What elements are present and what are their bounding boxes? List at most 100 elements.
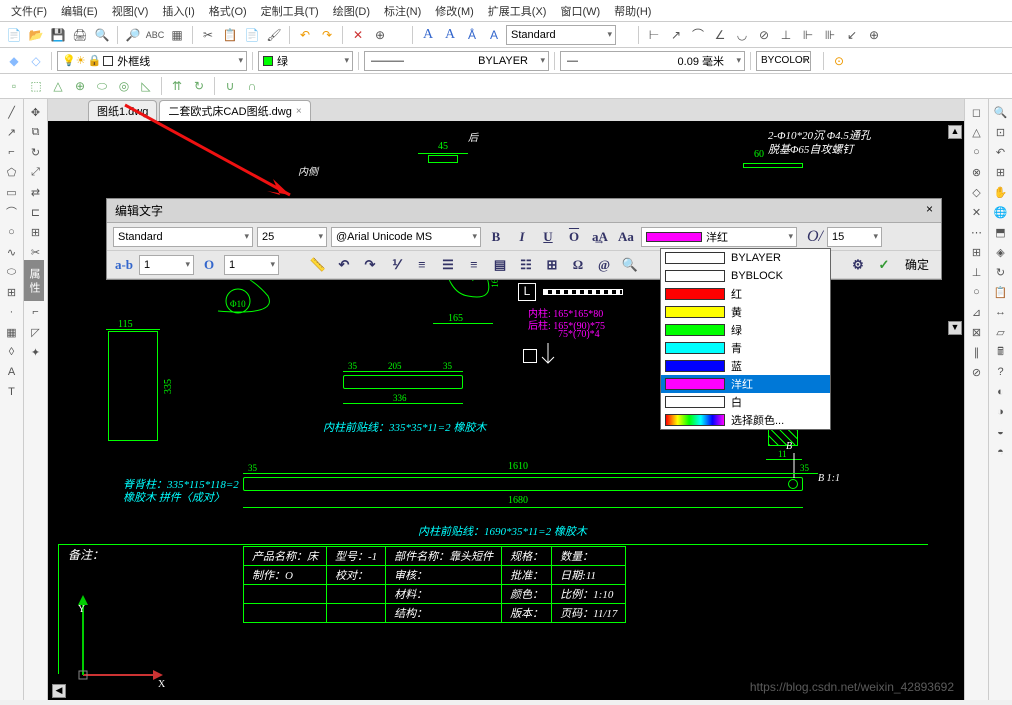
preview-icon[interactable]: 🔍 [92,25,112,45]
overline-icon[interactable]: O [563,227,585,247]
wedge-icon[interactable]: ◺ [136,76,156,96]
zoom-ext-icon[interactable]: ⊞ [992,163,1010,181]
menu-edit[interactable]: 编辑(E) [54,0,105,22]
dim-dia-icon[interactable]: ⊘ [754,25,774,45]
props-icon[interactable]: 📋 [992,283,1010,301]
uppercase-icon[interactable]: Ω [567,255,589,275]
ok-button[interactable]: 确定 [899,256,935,273]
color-option[interactable]: 洋红 [661,375,830,393]
underline-icon[interactable]: U [537,227,559,247]
textstyle-combo[interactable]: Standard [506,25,616,45]
layer-combo[interactable]: 💡☀🔒外框线 [57,51,247,71]
snap-quad-icon[interactable]: ◇ [968,183,986,201]
color-option[interactable]: 黄 [661,303,830,321]
align-l-icon[interactable]: ≡ [411,255,433,275]
numbering-icon[interactable]: ☷ [515,255,537,275]
find2-icon[interactable]: 🔍 [619,255,641,275]
spline-icon[interactable]: ∿ [3,243,21,261]
orbit-icon[interactable]: 🌐 [992,203,1010,221]
stack-icon[interactable]: ⅟ [385,255,407,275]
italic-icon[interactable]: I [511,227,533,247]
trim-icon[interactable]: ✂ [27,243,45,261]
zoom-rt-icon[interactable]: 🔍 [992,103,1010,121]
mirror-icon[interactable]: ⇄ [27,183,45,201]
open-icon[interactable]: 📂 [26,25,46,45]
torus-icon[interactable]: ◎ [114,76,134,96]
menu-express[interactable]: 扩展工具(X) [481,0,554,22]
lineweight-combo[interactable]: —0.09 毫米 [560,51,745,71]
block-icon[interactable]: ⊞ [3,283,21,301]
offset-icon[interactable]: ⊏ [27,203,45,221]
sphere-icon[interactable]: ⊕ [70,76,90,96]
ucs-icon[interactable]: ⊕ [370,25,390,45]
misc3-icon[interactable]: ◒ [992,423,1010,441]
region-icon[interactable]: ◊ [3,343,21,361]
snap-cen-icon[interactable]: ○ [968,143,986,161]
snap-ins-icon[interactable]: ⊞ [968,243,986,261]
bold-icon[interactable]: B [485,227,507,247]
explode-icon[interactable]: ✦ [27,343,45,361]
val1-combo[interactable]: 1 [139,255,194,275]
move-icon[interactable]: ✥ [27,103,45,121]
dim-linear-icon[interactable]: ⊢ [644,25,664,45]
ok-icon[interactable]: ✓ [873,255,895,275]
color-option[interactable]: BYLAYER [661,249,830,267]
snap-int-icon[interactable]: ✕ [968,203,986,221]
array-icon[interactable]: ⊞ [27,223,45,241]
new-icon[interactable]: 📄 [4,25,24,45]
dim-base-icon[interactable]: ⊪ [820,25,840,45]
misc1-icon[interactable]: ◐ [992,383,1010,401]
dim-radius-icon[interactable]: ◡ [732,25,752,45]
extrude-icon[interactable]: ⇈ [167,76,187,96]
snap-mid-icon[interactable]: △ [968,123,986,141]
dim-tol-icon[interactable]: ⊕ [864,25,884,45]
box-icon[interactable]: ▫ [4,76,24,96]
undo2-icon[interactable]: ↶ [333,255,355,275]
dim-aligned-icon[interactable]: ↗ [666,25,686,45]
bycolor-combo[interactable]: BYCOLOR [756,51,811,71]
dim-ord-icon[interactable]: ⊥ [776,25,796,45]
text-style-icon[interactable]: A [484,25,504,45]
chamfer-icon[interactable]: ◸ [27,323,45,341]
cut-icon[interactable]: ✂ [198,25,218,45]
align-c-icon[interactable]: ☰ [437,255,459,275]
linetype-combo[interactable]: ———BYLAYER [364,51,549,71]
color-option[interactable]: 红 [661,285,830,303]
regen-icon[interactable]: ↻ [992,263,1010,281]
menu-draw[interactable]: 绘图(D) [326,0,377,22]
close-icon[interactable]: × [926,202,933,219]
match-icon[interactable]: 🖌 [264,25,284,45]
dim-leader-icon[interactable]: ↙ [842,25,862,45]
font-combo[interactable]: @Arial Unicode MS [331,227,481,247]
dim-angle-icon[interactable]: ∠ [710,25,730,45]
scale-icon[interactable]: ⤢ [27,163,45,181]
rect-icon[interactable]: ▭ [3,183,21,201]
menu-file[interactable]: 文件(F) [4,0,54,22]
menu-modify[interactable]: 修改(M) [428,0,481,22]
layer2-icon[interactable]: ◇ [26,51,46,71]
redo-icon[interactable]: ↷ [317,25,337,45]
pline-icon[interactable]: ⌐ [3,143,21,161]
print-icon[interactable]: 🖨 [70,25,90,45]
color-option[interactable]: 白 [661,393,830,411]
symbol-icon[interactable]: @ [593,255,615,275]
color-option[interactable]: BYBLOCK [661,267,830,285]
subtract-icon[interactable]: ∩ [242,76,262,96]
oblique-combo[interactable]: 15 [827,227,882,247]
redo2-icon[interactable]: ↷ [359,255,381,275]
snap-none-icon[interactable]: ⊘ [968,363,986,381]
case-icon[interactable]: Aa [615,227,637,247]
misc2-icon[interactable]: ◑ [992,403,1010,421]
text-edit-icon[interactable]: Å [462,25,482,45]
find-icon[interactable]: 🔎 [123,25,143,45]
save-icon[interactable]: 💾 [48,25,68,45]
polygon-icon[interactable]: ⬠ [3,163,21,181]
fillet-icon[interactable]: ⌐ [27,303,45,321]
snap-ext-icon[interactable]: ⋯ [968,223,986,241]
color-select[interactable]: 洋红 [641,227,797,247]
union-icon[interactable]: ∪ [220,76,240,96]
paste-icon[interactable]: 📄 [242,25,262,45]
zoom-prev-icon[interactable]: ↶ [992,143,1010,161]
tracking-icon[interactable]: a-b [113,255,135,275]
layer-icon[interactable]: ▦ [167,25,187,45]
